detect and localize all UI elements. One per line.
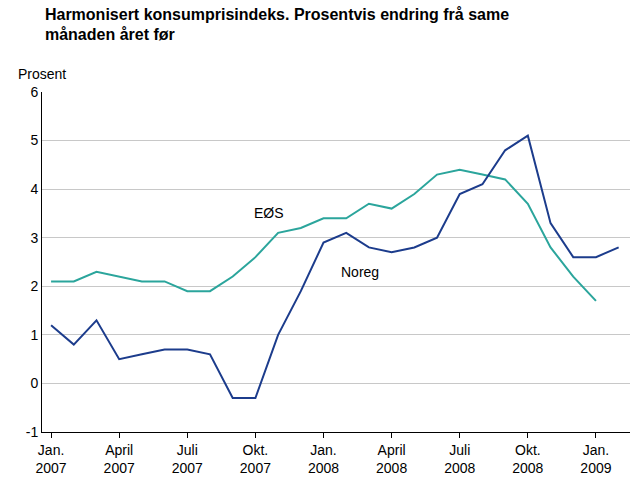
svg-text:Jan.2008: Jan.2008 [308,442,339,476]
svg-text:6: 6 [30,84,38,100]
svg-text:Jan.2007: Jan.2007 [36,442,67,476]
svg-text:Noreg: Noreg [341,264,379,280]
svg-text:2: 2 [30,278,38,294]
svg-text:4: 4 [30,181,38,197]
svg-text:Okt.2008: Okt.2008 [512,442,543,476]
svg-text:1: 1 [30,327,38,343]
svg-text:Prosent: Prosent [18,66,66,82]
svg-text:EØS: EØS [254,205,284,221]
svg-text:Okt.2007: Okt.2007 [240,442,271,476]
svg-text:-1: -1 [26,424,39,440]
svg-text:Juli2007: Juli2007 [172,442,203,476]
svg-text:Juli2008: Juli2008 [444,442,475,476]
svg-text:3: 3 [30,230,38,246]
svg-text:5: 5 [30,132,38,148]
svg-text:0: 0 [30,375,38,391]
svg-text:April2008: April2008 [376,442,407,476]
svg-text:Harmonisert konsumprisindeks.: Harmonisert konsumprisindeks. Prosentvis… [45,6,509,44]
svg-text:April2007: April2007 [104,442,135,476]
svg-text:Jan.2009: Jan.2009 [580,442,611,476]
